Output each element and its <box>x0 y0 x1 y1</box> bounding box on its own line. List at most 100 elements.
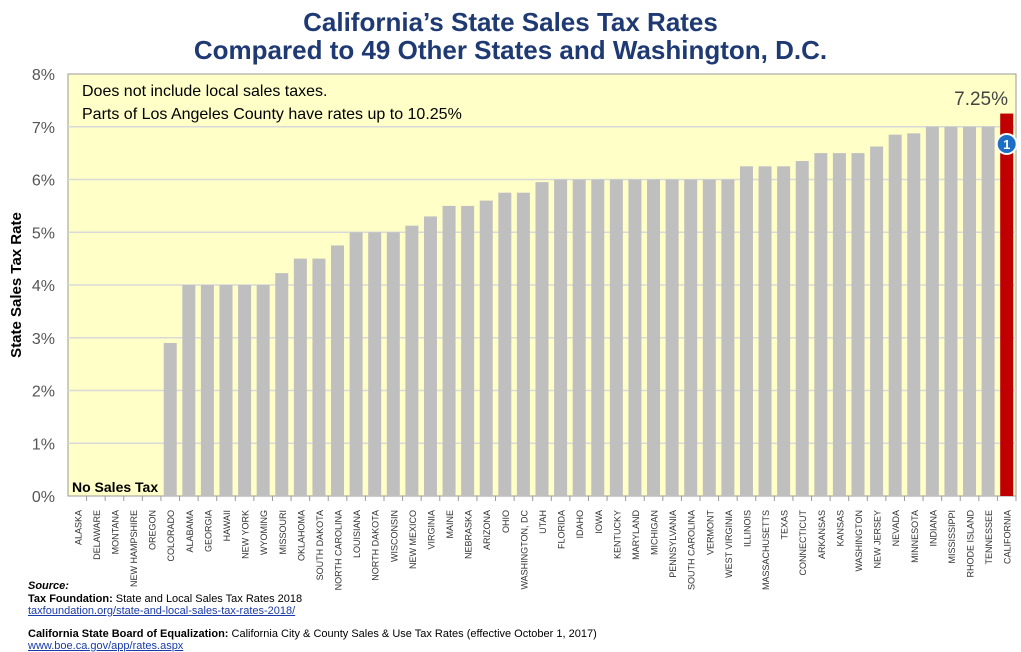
x-tick-label: WASHINGTON <box>854 510 864 572</box>
bar <box>200 285 214 496</box>
y-tick-label: 3% <box>32 331 55 348</box>
bar <box>516 192 530 496</box>
x-tick-label: WYOMING <box>259 510 269 555</box>
x-tick-label: WISCONSIN <box>389 510 399 562</box>
bar <box>795 161 809 496</box>
x-tick-label: COLORADO <box>166 510 176 562</box>
y-tick-label: 5% <box>32 225 55 242</box>
x-tick-label: NEW JERSEY <box>873 510 883 569</box>
x-tick-label: DELAWARE <box>92 510 102 560</box>
y-tick-label: 8% <box>32 67 55 84</box>
x-tick-label: SOUTH CAROLINA <box>687 510 697 590</box>
source-1: Tax Foundation: State and Local Sales Ta… <box>28 593 302 605</box>
x-tick-label: CONNECTICUT <box>798 510 808 576</box>
source-2-link[interactable]: www.boe.ca.gov/app/rates.aspx <box>28 640 184 652</box>
source-1-text: State and Local Sales Tax Rates 2018 <box>112 593 303 605</box>
bar <box>814 153 828 496</box>
bar <box>163 343 177 496</box>
x-tick-label: KENTUCKY <box>612 510 622 559</box>
x-tick-label: SOUTH DAKOTA <box>315 510 325 580</box>
bar <box>777 166 791 496</box>
x-tick-label: WEST VIRGINIA <box>724 510 734 578</box>
x-tick-label: NEVADA <box>891 510 901 546</box>
x-tick-label: PENNSYLVANIA <box>668 510 678 578</box>
no-sales-tax-label: No Sales Tax <box>72 479 158 495</box>
x-tick-label: NORTH DAKOTA <box>371 510 381 581</box>
source-2-org: California State Board of Equalization: <box>28 628 229 640</box>
bar <box>386 232 400 496</box>
bar <box>535 182 549 496</box>
bar-chart: 0% 1% 2% 3% 4% 5% 6% 7% 8% State Sales Tax Rate AL… <box>8 67 1018 590</box>
x-tick-label: MICHIGAN <box>650 510 660 555</box>
note-line1: Does not include local sales taxes. <box>82 83 327 100</box>
x-tick-label: CALIFORNIA <box>1003 510 1013 564</box>
x-tick-label: INDIANA <box>928 510 938 547</box>
bar <box>238 285 252 496</box>
bar <box>182 285 196 496</box>
bar <box>851 153 865 496</box>
chart-title-line2: Compared to 49 Other States and Washingt… <box>193 35 828 65</box>
x-tick-label: NEW YORK <box>241 510 251 559</box>
x-tick-label: TEXAS <box>780 510 790 540</box>
bar <box>647 179 661 496</box>
x-tick-label: MONTANA <box>110 510 120 554</box>
x-tick-label: NEW MEXICO <box>408 510 418 569</box>
y-tick-label: 4% <box>32 278 55 295</box>
x-tick-label: VIRGINIA <box>426 510 436 550</box>
bar <box>219 285 233 496</box>
bar <box>349 232 363 496</box>
x-tick-label: KANSAS <box>835 510 845 547</box>
bar <box>981 126 995 496</box>
bar <box>702 179 716 496</box>
source-2-text: California City & County Sales & Use Tax… <box>228 628 597 640</box>
chart-title-line1: California’s State Sales Tax Rates <box>303 7 718 37</box>
x-tick-label: ILLINOIS <box>742 510 752 547</box>
bar <box>461 205 475 496</box>
x-tick-label: RHODE ISLAND <box>966 510 976 578</box>
x-tick-label: WASHINGTON, DC <box>519 510 529 590</box>
x-tick-label: ARKANSAS <box>817 510 827 559</box>
x-tick-label: ALABAMA <box>185 510 195 553</box>
x-tick-label: VERMONT <box>705 509 715 555</box>
source-1-link[interactable]: taxfoundation.org/state-and-local-sales-… <box>28 605 296 617</box>
bar <box>479 200 493 496</box>
rank-badge-label: 1 <box>1003 137 1010 152</box>
bar <box>870 146 884 496</box>
x-tick-label: NORTH CAROLINA <box>334 510 344 590</box>
y-tick-label: 0% <box>32 489 55 506</box>
source-heading: Source: <box>28 580 69 592</box>
x-tick-label: IOWA <box>594 510 604 534</box>
x-tick-label: ALASKA <box>73 510 83 545</box>
x-tick-label: TENNESSEE <box>984 510 994 565</box>
bar <box>665 179 679 496</box>
highlight-value-label: 7.25% <box>954 89 1008 110</box>
bar <box>293 258 307 496</box>
x-tick-label: MINNESOTA <box>910 510 920 563</box>
x-tick-label: FLORIDA <box>557 510 567 549</box>
bar <box>442 205 456 496</box>
x-tick-label: NEW HAMPSHIRE <box>129 510 139 587</box>
bar <box>256 285 270 496</box>
x-tick-label: OKLAHOMA <box>296 510 306 561</box>
bar <box>331 245 345 496</box>
y-tick-label: 7% <box>32 120 55 137</box>
bar <box>498 192 512 496</box>
bar <box>739 166 753 496</box>
y-tick-label: 2% <box>32 384 55 401</box>
x-tick-label: OHIO <box>501 510 511 533</box>
y-tick-label: 6% <box>32 173 55 190</box>
x-tick-label: OREGON <box>148 510 158 550</box>
x-tick-label: MARYLAND <box>631 510 641 560</box>
bar <box>684 179 698 496</box>
bar <box>925 126 939 496</box>
bar <box>275 273 289 496</box>
x-tick-label: NEBRASKA <box>464 510 474 559</box>
bar <box>721 179 735 496</box>
bar <box>832 153 846 496</box>
bar <box>591 179 605 496</box>
bar <box>609 179 623 496</box>
x-tick-label: IDAHO <box>575 510 585 539</box>
x-tick-label: HAWAII <box>222 510 232 541</box>
bar <box>368 232 382 496</box>
source-2: California State Board of Equalization: … <box>28 628 597 640</box>
